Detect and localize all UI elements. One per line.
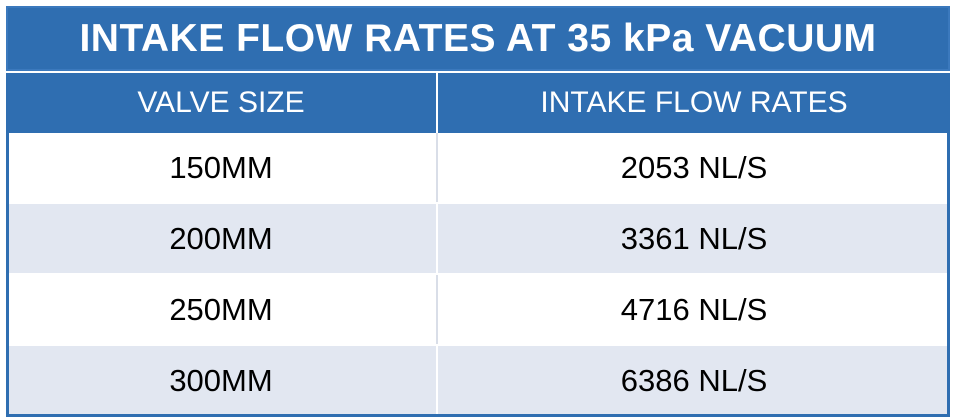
table-row: 200MM 3361 NL/S: [6, 204, 950, 275]
table-row: 150MM 2053 NL/S: [6, 133, 950, 204]
column-header-valve-size: VALVE SIZE: [6, 73, 438, 133]
valve-size-cell: 150MM: [6, 133, 438, 202]
flow-rate-cell: 2053 NL/S: [620, 149, 768, 185]
table-title: INTAKE FLOW RATES AT 35 kPa VACUUM: [6, 6, 950, 71]
table-header-row: VALVE SIZE INTAKE FLOW RATES: [6, 73, 950, 133]
flow-rate-cell: 3361 NL/S: [620, 220, 768, 256]
valve-size-cell: 250MM: [6, 275, 438, 344]
valve-size-cell: 300MM: [6, 346, 438, 415]
table-body: 150MM 2053 NL/S 200MM 3361 NL/S 250MM 47…: [6, 133, 950, 417]
flow-rate-cell: 4716 NL/S: [620, 291, 768, 327]
table-row: 300MM 6386 NL/S: [6, 346, 950, 417]
column-header-intake-flow-rates: INTAKE FLOW RATES: [540, 86, 848, 119]
table-row: 250MM 4716 NL/S: [6, 275, 950, 346]
flow-rate-cell: 6386 NL/S: [620, 362, 768, 398]
valve-size-cell: 200MM: [6, 204, 438, 273]
